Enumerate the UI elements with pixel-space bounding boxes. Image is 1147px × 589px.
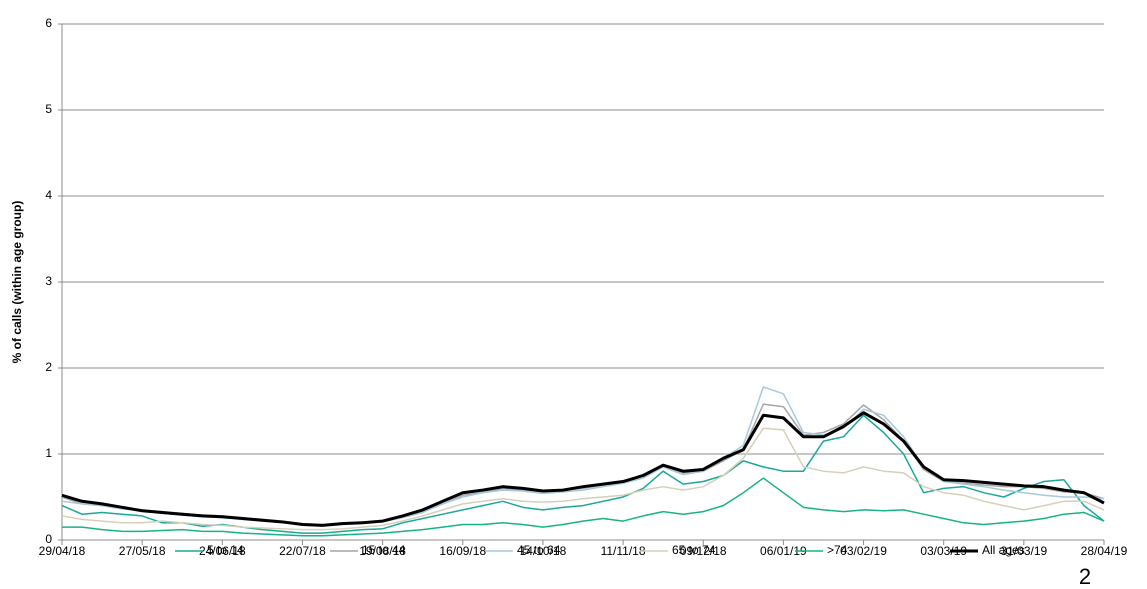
x-tick-label: 27/05/18 <box>119 544 166 558</box>
y-tick-label: 6 <box>45 16 52 30</box>
legend-label: >74 <box>827 543 848 557</box>
x-tick-label: 29/04/18 <box>39 544 86 558</box>
legend-label: 15 to 44 <box>362 543 406 557</box>
x-tick-label: 09/12/18 <box>680 544 727 558</box>
x-tick-label: 14/10/18 <box>520 544 567 558</box>
series-line <box>61 411 1105 527</box>
y-tick-label: 2 <box>45 360 52 374</box>
x-tick-label: 11/11/18 <box>601 544 646 558</box>
series-line <box>61 427 1105 531</box>
legend-label: 45 to 64 <box>517 543 561 557</box>
x-tick-label: 06/01/19 <box>760 544 807 558</box>
y-tick-label: 3 <box>45 274 52 288</box>
legend-label: 5 to 14 <box>207 543 244 557</box>
series-line <box>61 403 1105 526</box>
y-tick-label: 0 <box>45 532 52 546</box>
x-tick-label: 19/08/18 <box>359 544 406 558</box>
x-tick-label: 03/03/19 <box>920 544 967 558</box>
series-line <box>61 386 1105 527</box>
x-tick-label: 24/06/18 <box>199 544 246 558</box>
y-tick-label: 4 <box>45 188 52 202</box>
y-tick-label: 5 <box>45 102 52 116</box>
x-tick-label: 16/09/18 <box>439 544 486 558</box>
y-axis-label: % of calls (within age group) <box>10 201 24 364</box>
x-tick-label: 31/03/19 <box>1000 544 1047 558</box>
legend-label: 65 to 74 <box>672 543 716 557</box>
x-tick-label: 28/04/19 <box>1081 544 1128 558</box>
x-tick-label: 03/02/19 <box>840 544 887 558</box>
page-number: 2 <box>1079 564 1091 589</box>
legend-label: All ages <box>982 543 1025 557</box>
series-line <box>62 477 1105 537</box>
x-tick-label: 22/07/18 <box>279 544 326 558</box>
y-tick-label: 1 <box>45 446 52 460</box>
